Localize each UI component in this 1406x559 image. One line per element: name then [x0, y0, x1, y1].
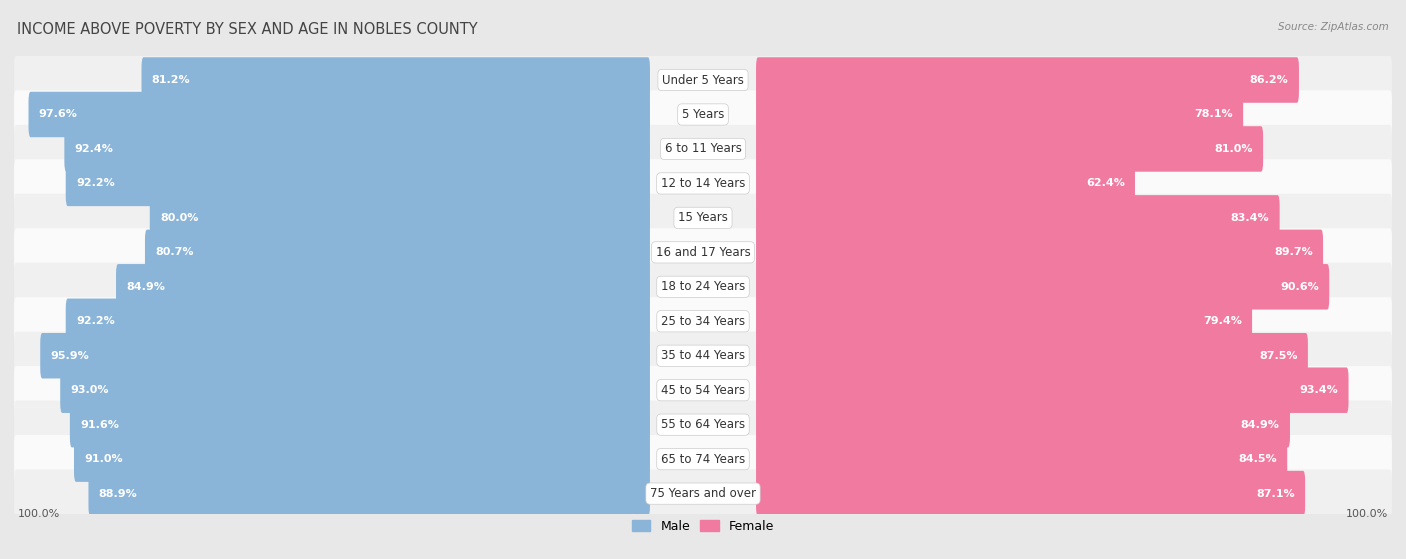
Text: 45 to 54 Years: 45 to 54 Years	[661, 383, 745, 397]
Text: 92.2%: 92.2%	[76, 316, 115, 326]
FancyBboxPatch shape	[756, 437, 1288, 482]
FancyBboxPatch shape	[60, 367, 650, 413]
Text: 81.2%: 81.2%	[152, 75, 190, 85]
FancyBboxPatch shape	[70, 402, 650, 447]
Text: 12 to 14 Years: 12 to 14 Years	[661, 177, 745, 190]
Text: 86.2%: 86.2%	[1250, 75, 1289, 85]
FancyBboxPatch shape	[89, 471, 650, 517]
Text: 16 and 17 Years: 16 and 17 Years	[655, 246, 751, 259]
FancyBboxPatch shape	[14, 228, 1392, 277]
Text: 87.1%: 87.1%	[1256, 489, 1295, 499]
Text: 25 to 34 Years: 25 to 34 Years	[661, 315, 745, 328]
Text: 75 Years and over: 75 Years and over	[650, 487, 756, 500]
Text: 62.4%: 62.4%	[1085, 178, 1125, 188]
FancyBboxPatch shape	[145, 230, 650, 275]
FancyBboxPatch shape	[756, 160, 1135, 206]
FancyBboxPatch shape	[756, 264, 1329, 310]
Text: 18 to 24 Years: 18 to 24 Years	[661, 280, 745, 293]
FancyBboxPatch shape	[28, 92, 650, 138]
FancyBboxPatch shape	[756, 402, 1289, 447]
Text: 93.4%: 93.4%	[1299, 385, 1339, 395]
Text: 80.7%: 80.7%	[155, 247, 194, 257]
Text: 95.9%: 95.9%	[51, 350, 90, 361]
FancyBboxPatch shape	[14, 194, 1392, 242]
Text: 90.6%: 90.6%	[1279, 282, 1319, 292]
FancyBboxPatch shape	[117, 264, 650, 310]
Text: 84.9%: 84.9%	[1240, 420, 1279, 430]
Text: 97.6%: 97.6%	[39, 110, 77, 120]
Text: 55 to 64 Years: 55 to 64 Years	[661, 418, 745, 431]
FancyBboxPatch shape	[14, 435, 1392, 484]
Text: 93.0%: 93.0%	[70, 385, 110, 395]
FancyBboxPatch shape	[41, 333, 650, 378]
Text: Under 5 Years: Under 5 Years	[662, 74, 744, 87]
FancyBboxPatch shape	[756, 471, 1305, 517]
Text: 100.0%: 100.0%	[17, 509, 59, 519]
Text: 89.7%: 89.7%	[1274, 247, 1313, 257]
FancyBboxPatch shape	[756, 57, 1299, 103]
FancyBboxPatch shape	[14, 297, 1392, 345]
Text: 78.1%: 78.1%	[1194, 110, 1233, 120]
Text: 87.5%: 87.5%	[1258, 350, 1298, 361]
FancyBboxPatch shape	[66, 299, 650, 344]
Text: 91.0%: 91.0%	[84, 454, 122, 464]
Text: INCOME ABOVE POVERTY BY SEX AND AGE IN NOBLES COUNTY: INCOME ABOVE POVERTY BY SEX AND AGE IN N…	[17, 22, 478, 37]
FancyBboxPatch shape	[14, 331, 1392, 380]
Legend: Male, Female: Male, Female	[627, 515, 779, 538]
FancyBboxPatch shape	[756, 126, 1263, 172]
FancyBboxPatch shape	[150, 195, 650, 240]
FancyBboxPatch shape	[14, 125, 1392, 173]
FancyBboxPatch shape	[756, 230, 1323, 275]
Text: 15 Years: 15 Years	[678, 211, 728, 224]
Text: 5 Years: 5 Years	[682, 108, 724, 121]
FancyBboxPatch shape	[14, 401, 1392, 449]
FancyBboxPatch shape	[14, 159, 1392, 207]
Text: 83.4%: 83.4%	[1230, 213, 1270, 223]
Text: 35 to 44 Years: 35 to 44 Years	[661, 349, 745, 362]
FancyBboxPatch shape	[65, 126, 650, 172]
Text: 84.5%: 84.5%	[1239, 454, 1277, 464]
Text: 79.4%: 79.4%	[1204, 316, 1241, 326]
Text: 100.0%: 100.0%	[1347, 509, 1389, 519]
FancyBboxPatch shape	[14, 263, 1392, 311]
FancyBboxPatch shape	[14, 56, 1392, 104]
Text: 92.2%: 92.2%	[76, 178, 115, 188]
FancyBboxPatch shape	[142, 57, 650, 103]
FancyBboxPatch shape	[14, 91, 1392, 139]
FancyBboxPatch shape	[756, 367, 1348, 413]
FancyBboxPatch shape	[756, 299, 1253, 344]
FancyBboxPatch shape	[66, 160, 650, 206]
Text: 65 to 74 Years: 65 to 74 Years	[661, 453, 745, 466]
Text: 81.0%: 81.0%	[1215, 144, 1253, 154]
Text: Source: ZipAtlas.com: Source: ZipAtlas.com	[1278, 22, 1389, 32]
Text: 84.9%: 84.9%	[127, 282, 166, 292]
Text: 6 to 11 Years: 6 to 11 Years	[665, 143, 741, 155]
FancyBboxPatch shape	[756, 195, 1279, 240]
FancyBboxPatch shape	[756, 333, 1308, 378]
Text: 91.6%: 91.6%	[80, 420, 120, 430]
Text: 92.4%: 92.4%	[75, 144, 114, 154]
Text: 88.9%: 88.9%	[98, 489, 138, 499]
FancyBboxPatch shape	[756, 92, 1243, 138]
FancyBboxPatch shape	[75, 437, 650, 482]
FancyBboxPatch shape	[14, 470, 1392, 518]
Text: 80.0%: 80.0%	[160, 213, 198, 223]
FancyBboxPatch shape	[14, 366, 1392, 414]
